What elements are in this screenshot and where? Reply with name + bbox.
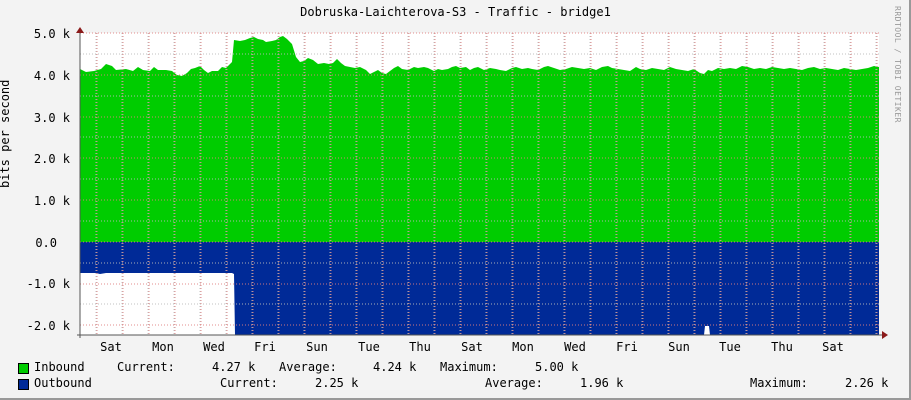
x-tick-label: Thu [409,340,431,354]
y-tick-label: -1.0 k [26,277,70,291]
x-tick-label: Sun [306,340,328,354]
x-tick-label: Sat [461,340,483,354]
legend-inbound-current-value: 4.27 k [212,360,256,374]
x-axis-arrow-icon [882,331,888,339]
legend-inbound-maximum-value: 5.00 k [535,360,579,374]
x-tick-label: Sat [100,340,122,354]
outbound-swatch-icon [18,379,29,390]
legend-inbound-label: Inbound [34,360,85,374]
x-tick-label: Sat [822,340,844,354]
x-tick-label: Mon [152,340,174,354]
legend-outbound-current-value: 2.25 k [315,376,359,390]
x-tick-label: Wed [203,340,225,354]
x-tick-label: Tue [358,340,380,354]
y-tick-label: 4.0 k [33,69,70,83]
y-tick-label: 5.0 k [33,27,70,41]
rrdtool-watermark: RRDTOOL / TOBI OETIKER [893,6,902,123]
x-tick-label: Sun [668,340,690,354]
legend-outbound-maximum-value: 2.26 k [845,376,889,390]
x-tick-label: Thu [771,340,793,354]
legend-outbound-average-value: 1.96 k [580,376,624,390]
legend-inbound-average-value: 4.24 k [373,360,417,374]
chart-title: Dobruska-Laichterova-S3 - Traffic - brid… [300,5,611,19]
x-tick-label: Wed [564,340,586,354]
legend-outbound-label: Outbound [34,376,92,390]
outbound-area [80,242,879,335]
legend-outbound-maximum-label: Maximum: [750,376,808,390]
legend-inbound-average-label: Average: [279,360,337,374]
y-tick-label: 0.0 [35,236,57,250]
y-axis-arrow-icon [76,27,84,33]
legend-outbound-average-label: Average: [485,376,543,390]
x-tick-label: Fri [616,340,638,354]
x-tick-label: Mon [512,340,534,354]
y-tick-label: 2.0 k [33,152,70,166]
x-tick-label: Fri [254,340,276,354]
legend-inbound-maximum-label: Maximum: [440,360,498,374]
y-tick-label: 1.0 k [33,194,70,208]
legend-inbound-current-label: Current: [117,360,175,374]
y-tick-label: -2.0 k [26,319,70,333]
y-tick-label: 3.0 k [33,111,70,125]
inbound-area [80,36,879,242]
legend-outbound-current-label: Current: [220,376,278,390]
x-tick-label: Tue [719,340,741,354]
inbound-swatch-icon [18,363,29,374]
